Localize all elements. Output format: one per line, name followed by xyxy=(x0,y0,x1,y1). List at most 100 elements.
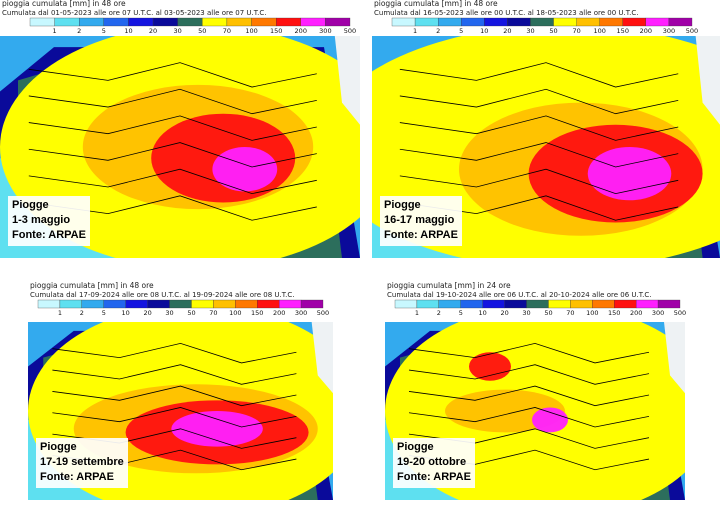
label-line: Fonte: ARPAE xyxy=(12,229,86,241)
label-line: Piogge xyxy=(384,199,421,211)
colorbar-cell xyxy=(79,17,104,27)
boundary xyxy=(52,364,297,385)
colorbar-cell xyxy=(177,17,203,27)
colorbar-tick: 150 xyxy=(608,309,620,317)
colorbar-cell xyxy=(484,17,508,27)
map-panel: pioggia cumulata [mm] in 48 oreCumulata … xyxy=(28,281,333,500)
colorbar-cell xyxy=(391,17,416,27)
sea xyxy=(311,322,333,394)
colorbar-tick: 1 xyxy=(58,309,62,317)
colorbar-cell xyxy=(614,299,637,309)
colorbar-cell xyxy=(394,299,418,309)
colorbar-tick: 30 xyxy=(526,27,534,35)
colorbar-cell xyxy=(169,299,192,309)
label-line: 16-17 maggio xyxy=(384,214,455,226)
colorbar-cell xyxy=(37,299,61,309)
colorbar-tick: 5 xyxy=(459,309,463,317)
colorbar-tick: 150 xyxy=(617,27,629,35)
map-subtitle: Cumulata dal 01-05-2023 alle ore 07 U.T.… xyxy=(2,9,267,17)
boundary xyxy=(28,142,317,168)
colorbar-tick: 30 xyxy=(174,27,182,35)
colorbar-cell xyxy=(668,17,693,27)
rain-area xyxy=(469,352,511,381)
colorbar-cell xyxy=(504,299,527,309)
colorbar-cell xyxy=(570,299,593,309)
colorbar-tick: 200 xyxy=(640,27,652,35)
colorbar-cell xyxy=(300,17,326,27)
map-area xyxy=(372,36,720,258)
colorbar-cell xyxy=(526,299,549,309)
colorbar-tick: 50 xyxy=(198,27,206,35)
label-line: Piogge xyxy=(12,199,49,211)
colorbar-cell xyxy=(103,299,126,309)
colorbar-tick: 100 xyxy=(245,27,257,35)
rain-area xyxy=(171,411,263,447)
map-area xyxy=(385,322,685,500)
colorbar-cell xyxy=(657,299,681,309)
map-title: pioggia cumulata [mm] in 48 ore xyxy=(30,281,154,290)
colorbar-cell xyxy=(438,17,462,27)
colorbar-cell xyxy=(191,299,214,309)
colorbar-cell xyxy=(81,299,104,309)
colorbar-cell xyxy=(226,17,252,27)
boundary xyxy=(399,115,679,141)
label-line: 1-3 maggio xyxy=(12,214,70,226)
colorbar-tick: 150 xyxy=(270,27,282,35)
colorbar-cell xyxy=(599,17,623,27)
boundary xyxy=(52,407,297,428)
colorbar-cell xyxy=(128,17,154,27)
colorbar-cell xyxy=(147,299,170,309)
colorbar-tick: 20 xyxy=(500,309,508,317)
colorbar-cell xyxy=(125,299,148,309)
colorbar-tick: 150 xyxy=(251,309,263,317)
map-area xyxy=(0,36,360,258)
boundary xyxy=(399,62,679,88)
colorbar-cell xyxy=(460,299,483,309)
colorbar-cell xyxy=(507,17,531,27)
colorbar-tick: 10 xyxy=(479,309,487,317)
colorbar-cell xyxy=(251,17,277,27)
colorbar-tick: 1 xyxy=(413,27,417,35)
colorbar-tick: 2 xyxy=(436,27,440,35)
colorbar-cell xyxy=(414,17,439,27)
colorbar-cell xyxy=(553,17,577,27)
colorbar-tick: 2 xyxy=(80,309,84,317)
colorbar-cell xyxy=(202,17,228,27)
colorbar-cell xyxy=(257,299,280,309)
colorbar-cell xyxy=(279,299,302,309)
colorbar-cell xyxy=(235,299,258,309)
colorbar-tick: 5 xyxy=(459,27,463,35)
colorbar-tick: 300 xyxy=(319,27,331,35)
colorbar-cell xyxy=(622,17,646,27)
colorbar-tick: 10 xyxy=(122,309,130,317)
map-panel: pioggia cumulata [mm] in 48 oreCumulata … xyxy=(0,0,360,258)
colorbar-cell xyxy=(29,17,55,27)
colorbar-cell xyxy=(548,299,571,309)
colorbar-tick: 100 xyxy=(593,27,605,35)
colorbar-tick: 10 xyxy=(480,27,488,35)
colorbar-tick: 50 xyxy=(549,27,557,35)
map-subtitle: Cumulata dal 17-09-2024 alle ore 08 U.T.… xyxy=(30,291,295,299)
colorbar-cell xyxy=(482,299,505,309)
colorbar-tick: 1 xyxy=(415,309,419,317)
sea xyxy=(334,36,360,125)
colorbar-tick: 2 xyxy=(77,27,81,35)
boundary xyxy=(408,342,650,364)
colorbar-cell xyxy=(54,17,80,27)
map-panel: pioggia cumulata [mm] in 24 oreCumulata … xyxy=(385,281,686,500)
sea xyxy=(664,322,685,394)
colorbar-tick: 300 xyxy=(652,309,664,317)
colorbar-tick: 20 xyxy=(143,309,151,317)
map-panel: pioggia cumulata [mm] in 48 oreCumulata … xyxy=(372,0,720,258)
colorbar-tick: 20 xyxy=(149,27,157,35)
colorbar-cell xyxy=(576,17,600,27)
colorbar-cell xyxy=(103,17,129,27)
colorbar-tick: 500 xyxy=(686,27,698,35)
boundary xyxy=(28,168,317,195)
colorbar-tick: 200 xyxy=(295,27,307,35)
map-title: pioggia cumulata [mm] in 48 ore xyxy=(374,0,498,8)
colorbar-cell xyxy=(213,299,236,309)
colorbar-cell xyxy=(416,299,439,309)
colorbar-tick: 500 xyxy=(317,309,329,317)
rain-area xyxy=(532,407,568,433)
